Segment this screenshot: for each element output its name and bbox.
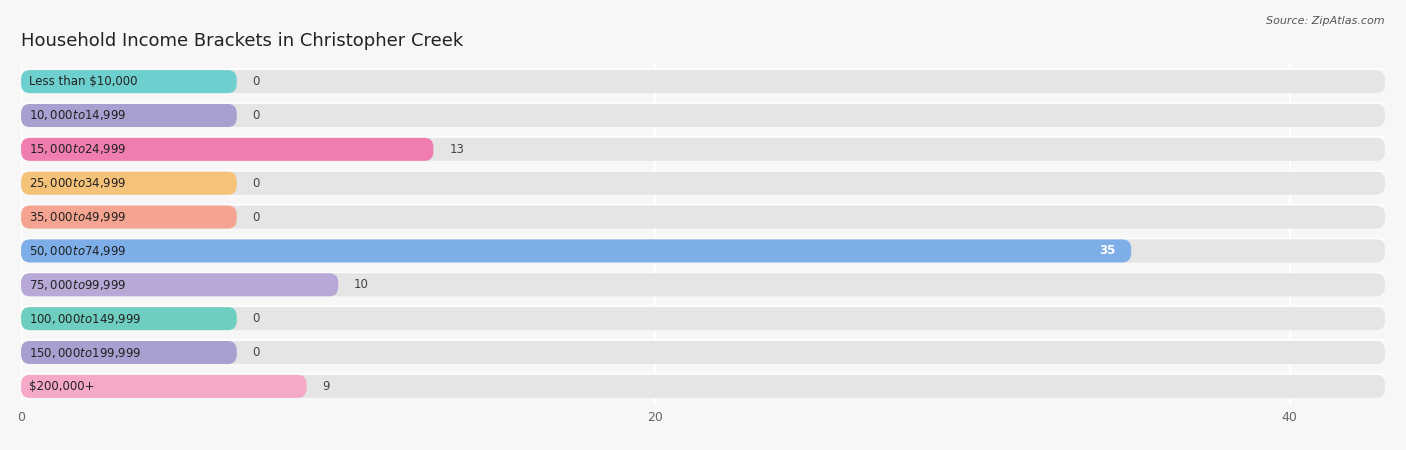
Text: 35: 35 — [1099, 244, 1115, 257]
Text: $100,000 to $149,999: $100,000 to $149,999 — [30, 312, 142, 326]
FancyBboxPatch shape — [21, 273, 1385, 296]
Text: $50,000 to $74,999: $50,000 to $74,999 — [30, 244, 127, 258]
FancyBboxPatch shape — [21, 375, 1385, 398]
Text: 0: 0 — [253, 177, 260, 190]
Text: Household Income Brackets in Christopher Creek: Household Income Brackets in Christopher… — [21, 32, 464, 50]
Text: $150,000 to $199,999: $150,000 to $199,999 — [30, 346, 142, 360]
Text: $35,000 to $49,999: $35,000 to $49,999 — [30, 210, 127, 224]
FancyBboxPatch shape — [21, 375, 307, 398]
Text: $200,000+: $200,000+ — [30, 380, 94, 393]
FancyBboxPatch shape — [21, 172, 236, 195]
Text: 10: 10 — [354, 278, 368, 291]
FancyBboxPatch shape — [21, 273, 339, 296]
Text: $25,000 to $34,999: $25,000 to $34,999 — [30, 176, 127, 190]
FancyBboxPatch shape — [21, 70, 236, 93]
Text: Less than $10,000: Less than $10,000 — [30, 75, 138, 88]
FancyBboxPatch shape — [21, 341, 1385, 364]
FancyBboxPatch shape — [21, 70, 1385, 93]
Text: $10,000 to $14,999: $10,000 to $14,999 — [30, 108, 127, 122]
FancyBboxPatch shape — [21, 206, 236, 229]
FancyBboxPatch shape — [21, 104, 236, 127]
Text: 9: 9 — [322, 380, 330, 393]
FancyBboxPatch shape — [21, 138, 1385, 161]
FancyBboxPatch shape — [21, 341, 236, 364]
Text: 13: 13 — [450, 143, 464, 156]
Text: 0: 0 — [253, 312, 260, 325]
FancyBboxPatch shape — [21, 307, 236, 330]
Text: $15,000 to $24,999: $15,000 to $24,999 — [30, 142, 127, 156]
FancyBboxPatch shape — [21, 172, 1385, 195]
FancyBboxPatch shape — [21, 239, 1385, 262]
Text: 0: 0 — [253, 109, 260, 122]
Text: 0: 0 — [253, 211, 260, 224]
FancyBboxPatch shape — [21, 206, 1385, 229]
FancyBboxPatch shape — [21, 104, 1385, 127]
Text: 0: 0 — [253, 346, 260, 359]
FancyBboxPatch shape — [21, 239, 1132, 262]
Text: Source: ZipAtlas.com: Source: ZipAtlas.com — [1267, 16, 1385, 26]
Text: 0: 0 — [253, 75, 260, 88]
FancyBboxPatch shape — [21, 307, 1385, 330]
Text: $75,000 to $99,999: $75,000 to $99,999 — [30, 278, 127, 292]
FancyBboxPatch shape — [21, 138, 433, 161]
